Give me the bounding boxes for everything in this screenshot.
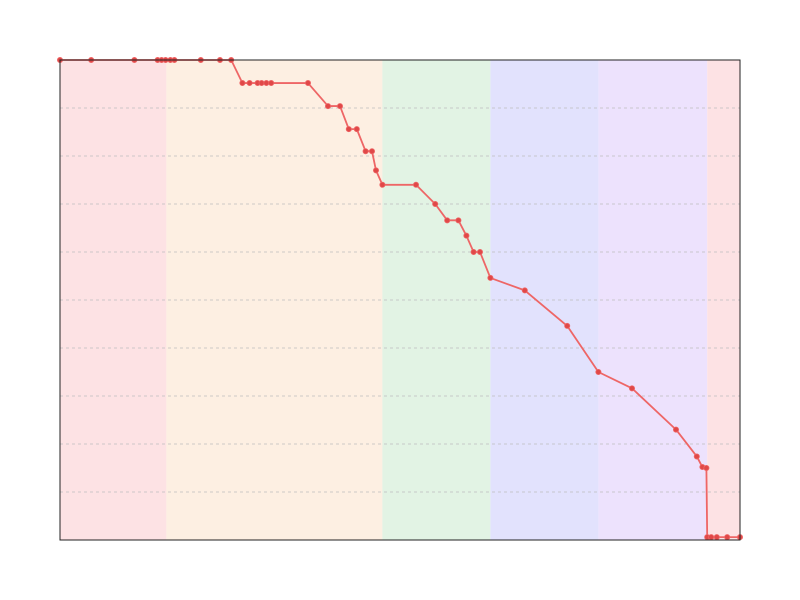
data-point-27: [412, 181, 419, 188]
data-point-36: [564, 322, 571, 329]
data-point-31: [463, 232, 470, 239]
data-point-32: [470, 248, 477, 255]
background-band-2: [166, 60, 383, 540]
data-point-44: [708, 534, 715, 541]
data-point-24: [368, 148, 375, 155]
background-band-3: [382, 60, 491, 540]
data-point-29: [444, 217, 451, 224]
gridlines: [60, 107, 740, 493]
background-band-5: [598, 60, 708, 540]
data-point-46: [724, 534, 731, 541]
background-band-1: [60, 60, 167, 540]
plot-frame: [59, 59, 741, 541]
data-point-25: [372, 167, 379, 174]
data-point-30: [455, 217, 462, 224]
data-point-35: [521, 287, 528, 294]
data-point-45: [713, 534, 720, 541]
data-point-33: [476, 248, 483, 255]
background-bands: [60, 60, 740, 540]
data-point-34: [487, 274, 494, 281]
data-point-12: [239, 80, 246, 87]
data-point-38: [629, 385, 636, 392]
data-point-20: [336, 103, 343, 110]
data-point-39: [673, 426, 680, 433]
data-point-42: [703, 464, 710, 471]
data-point-26: [379, 181, 386, 188]
background-band-4: [490, 60, 599, 540]
background-band-6: [707, 60, 740, 540]
data-point-40: [693, 453, 700, 460]
data-point-19: [324, 103, 331, 110]
data-point-13: [246, 80, 253, 87]
data-point-28: [432, 200, 439, 207]
data-point-23: [362, 148, 369, 155]
data-point-21: [345, 126, 352, 133]
data-point-18: [304, 80, 311, 87]
data-point-22: [353, 126, 360, 133]
data-point-17: [268, 80, 275, 87]
data-point-37: [595, 368, 602, 375]
